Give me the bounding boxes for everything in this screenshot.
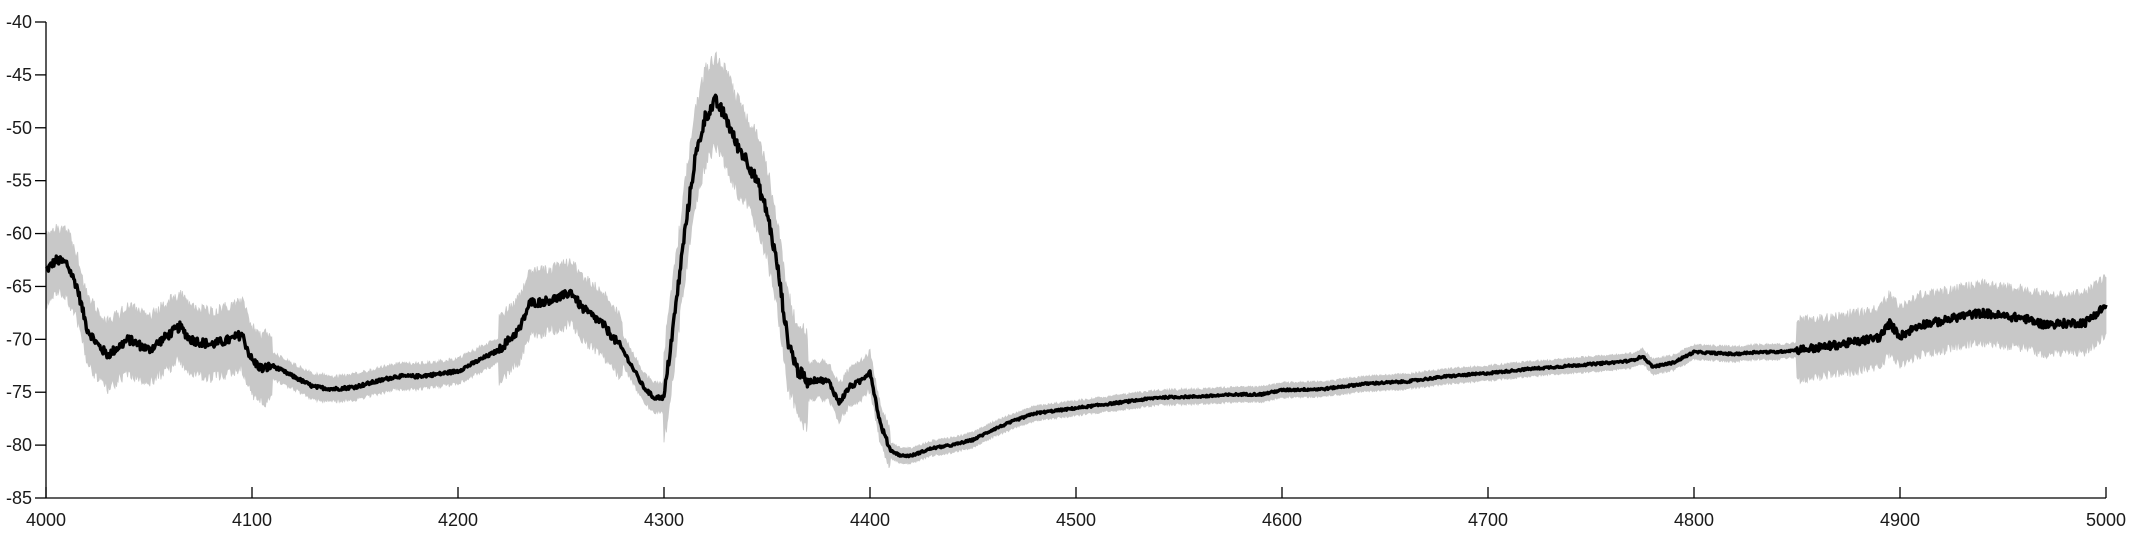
x-tick-label: 4400 bbox=[850, 510, 890, 530]
series-line-layer bbox=[44, 93, 2108, 459]
y-axis-ticks: -40 -45 -50 -55 -60 -65 -70 -75 -80 -85 bbox=[6, 12, 46, 508]
series-noise-band bbox=[45, 51, 2107, 469]
x-tick-label: 4600 bbox=[1262, 510, 1302, 530]
series-line bbox=[44, 93, 2108, 459]
x-tick-label: 4700 bbox=[1468, 510, 1508, 530]
x-tick-label: 4100 bbox=[232, 510, 272, 530]
y-tick-label: -55 bbox=[6, 171, 32, 191]
y-tick-label: -75 bbox=[6, 382, 32, 402]
x-tick-label: 4800 bbox=[1674, 510, 1714, 530]
y-tick-label: -50 bbox=[6, 118, 32, 138]
y-tick-label: -70 bbox=[6, 329, 32, 349]
x-tick-label: 5000 bbox=[2086, 510, 2126, 530]
x-axis-ticks: 4000 4100 4200 4300 4400 4500 4600 4700 4800 4900… bbox=[26, 487, 2126, 530]
noise-band-layer bbox=[45, 51, 2107, 469]
y-tick-label: -60 bbox=[6, 224, 32, 244]
x-tick-label: 4500 bbox=[1056, 510, 1096, 530]
y-tick-label: -85 bbox=[6, 488, 32, 508]
y-tick-label: -80 bbox=[6, 435, 32, 455]
x-tick-label: 4200 bbox=[438, 510, 478, 530]
x-tick-label: 4300 bbox=[644, 510, 684, 530]
y-tick-label: -40 bbox=[6, 12, 32, 32]
y-tick-label: -65 bbox=[6, 276, 32, 296]
y-tick-label: -45 bbox=[6, 65, 32, 85]
x-tick-label: 4900 bbox=[1880, 510, 1920, 530]
x-tick-label: 4000 bbox=[26, 510, 66, 530]
